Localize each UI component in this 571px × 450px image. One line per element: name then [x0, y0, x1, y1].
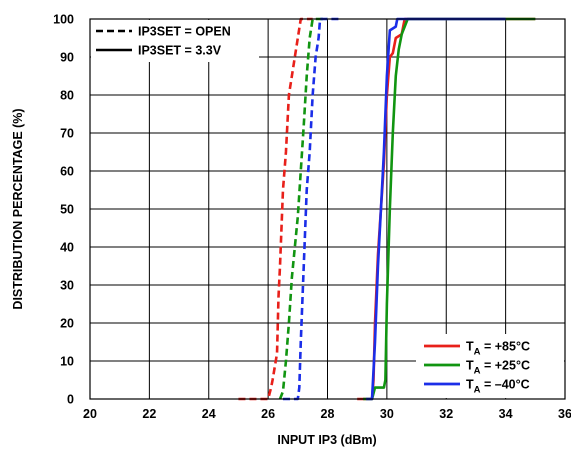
legend-ip3set-background: [91, 20, 259, 62]
y-tick-label: 30: [60, 279, 74, 293]
x-tick-label: 30: [380, 407, 394, 421]
x-axis-label: INPUT IP3 (dBm): [277, 433, 376, 447]
y-axis-label: DISTRIBUTION PERCENTAGE (%): [11, 108, 25, 309]
legend-temperature: TA = +85°CTA = +25°CTA = –40°C: [416, 334, 564, 398]
legend-temp-label: TA = –40°C: [466, 378, 530, 396]
y-tick-label: 0: [67, 393, 74, 407]
legend-temp-label: TA = +85°C: [466, 340, 530, 358]
x-tick-label: 34: [499, 407, 513, 421]
y-tick-label: 20: [60, 317, 74, 331]
y-tick-label: 50: [60, 203, 74, 217]
y-tick-label: 100: [53, 13, 74, 27]
series-line-open-0: [238, 17, 313, 401]
y-tick-label: 80: [60, 89, 74, 103]
x-tick-label: 36: [558, 407, 571, 421]
y-tick-label: 90: [60, 51, 74, 65]
data-series: [238, 17, 536, 401]
y-tick-label: 40: [60, 241, 74, 255]
series-line-open-2: [282, 17, 343, 401]
y-tick-label: 10: [60, 355, 74, 369]
x-tick-label: 24: [202, 407, 216, 421]
legend-ip3set: IP3SET = OPEN IP3SET = 3.3V: [91, 20, 259, 62]
x-tick-label: 20: [83, 407, 97, 421]
x-tick-label: 32: [439, 407, 453, 421]
y-tick-label: 60: [60, 165, 74, 179]
series-line-set33-4: [363, 17, 536, 401]
legend-label: IP3SET = 3.3V: [138, 44, 222, 58]
x-tick-label: 22: [142, 407, 156, 421]
y-tick-label: 70: [60, 127, 74, 141]
plot-frame: [89, 18, 566, 400]
x-tick-label: 28: [321, 407, 335, 421]
x-tick-label: 26: [261, 407, 275, 421]
legend-temp-label: TA = +25°C: [466, 359, 530, 377]
series-line-set33-5: [366, 17, 506, 401]
tick-labels: 20 22 24 26 28 30 32 34 36 0 10 20 30 40 50 60 70 80 90 100: [53, 13, 571, 422]
series-line-open-1: [278, 17, 328, 400]
legend-label: IP3SET = OPEN: [138, 25, 231, 39]
